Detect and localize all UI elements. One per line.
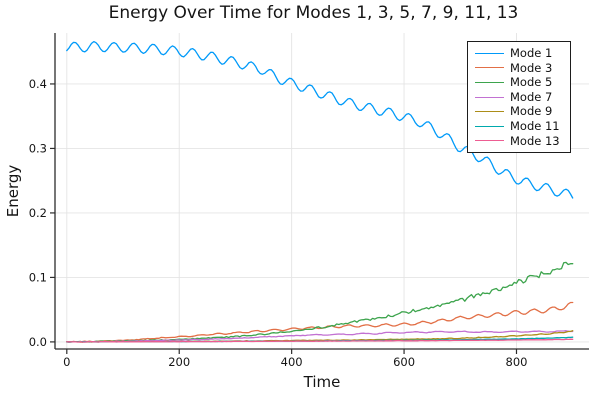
legend-label: Mode 1 (510, 46, 553, 60)
legend-line-swatch (475, 125, 504, 127)
x-tick-label: 800 (506, 355, 528, 369)
x-axis-label: Time (303, 373, 341, 391)
legend-item-mode-1: Mode 1 (475, 46, 566, 61)
x-tick-label: 0 (63, 355, 70, 369)
x-tick-label: 200 (168, 355, 190, 369)
legend-item-mode-5: Mode 5 (475, 75, 566, 90)
x-tick-label: 400 (281, 355, 303, 369)
y-tick-label: 0.1 (29, 270, 47, 284)
series-line-mode-1 (66, 40, 574, 199)
y-tick-label: 0.3 (29, 141, 47, 155)
chart-title: Energy Over Time for Modes 1, 3, 5, 7, 9… (108, 3, 519, 23)
legend-label: Mode 3 (510, 60, 553, 75)
y-tick-label: 0.4 (29, 77, 47, 91)
series-line-mode-7 (66, 330, 574, 343)
legend-item-mode-3: Mode 3 (475, 61, 566, 76)
legend-label: Mode 13 (510, 133, 560, 148)
legend-item-mode-9: Mode 9 (475, 104, 566, 119)
legend-line-swatch (475, 67, 504, 69)
legend-item-mode-11: Mode 11 (475, 119, 566, 134)
series-line-mode-13 (66, 338, 574, 343)
legend-label: Mode 5 (510, 75, 553, 90)
legend-line-swatch (475, 140, 504, 142)
x-tick-label: 600 (393, 355, 415, 369)
y-axis-label: Energy (4, 164, 22, 218)
legend: Mode 1 Mode 3 Mode 5 Mode 7 Mode 9 Mode 11 Mod… (467, 41, 571, 154)
legend-label: Mode 11 (510, 118, 560, 133)
legend-item-mode-13: Mode 13 (475, 134, 566, 149)
legend-line-swatch (475, 111, 504, 113)
legend-line-swatch (475, 81, 504, 83)
series-line-mode-3 (66, 301, 574, 343)
series-line-mode-5 (66, 261, 574, 343)
y-tick-label: 0.0 (29, 335, 47, 349)
legend-line-swatch (475, 52, 504, 54)
legend-label: Mode 7 (510, 89, 553, 104)
legend-label: Mode 9 (510, 104, 553, 119)
legend-line-swatch (475, 96, 504, 98)
y-tick-label: 0.2 (29, 206, 47, 220)
legend-item-mode-7: Mode 7 (475, 90, 566, 105)
